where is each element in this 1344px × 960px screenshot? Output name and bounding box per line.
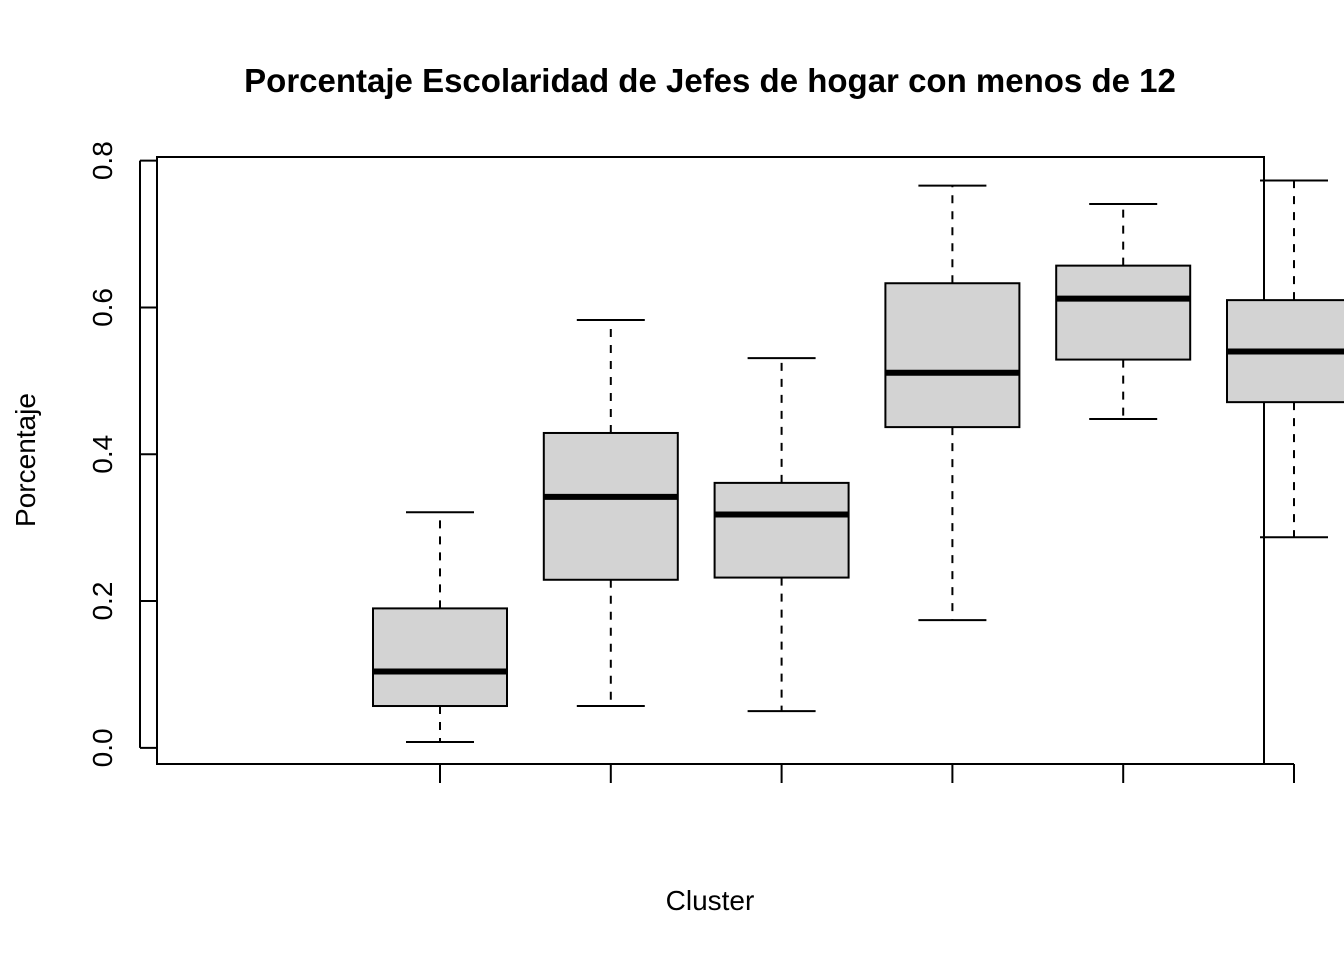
iqr-box bbox=[1055, 264, 1192, 361]
iqr-box bbox=[542, 431, 679, 581]
y-tick-label: 0.0 bbox=[87, 728, 118, 767]
boxes bbox=[372, 179, 1344, 743]
y-axis-label: Porcentaje bbox=[10, 393, 41, 527]
y-tick-label: 0.4 bbox=[87, 435, 118, 474]
y-tick-label: 0.6 bbox=[87, 288, 118, 327]
y-axis: 0.0 0.2 0.4 0.6 0.8 bbox=[87, 141, 157, 767]
iqr-box bbox=[372, 607, 508, 708]
box-cluster-5 bbox=[1055, 202, 1192, 421]
box-cluster-2 bbox=[542, 318, 679, 708]
box-cluster-4 bbox=[884, 184, 1021, 622]
box-cluster-6 bbox=[1226, 179, 1344, 539]
x-axis-label: Cluster bbox=[666, 885, 755, 916]
x-axis bbox=[439, 763, 1295, 783]
y-tick-label: 0.8 bbox=[87, 141, 118, 180]
chart-title: Porcentaje Escolaridad de Jefes de hogar… bbox=[244, 62, 1176, 99]
plot-frame bbox=[156, 156, 1265, 765]
iqr-box bbox=[884, 282, 1021, 429]
y-tick-label: 0.2 bbox=[87, 582, 118, 621]
iqr-box bbox=[713, 481, 850, 579]
box-cluster-3 bbox=[713, 357, 850, 713]
box-cluster-1 bbox=[372, 511, 508, 743]
